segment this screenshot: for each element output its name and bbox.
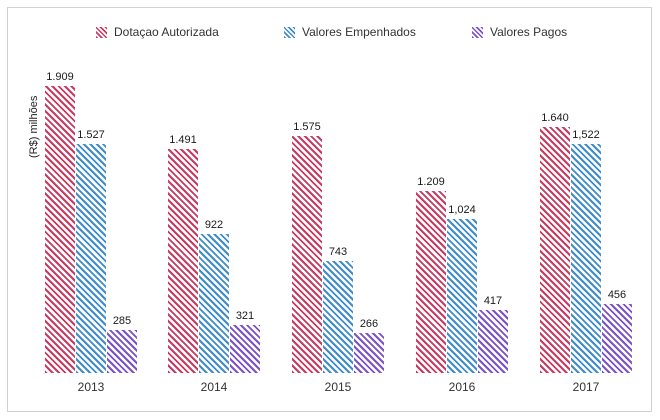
legend-swatch-icon [472, 26, 483, 38]
bar-group-2014: 1.491 922 321 2014 [167, 134, 261, 394]
plot-area: 1.909 1.527 285 2013 1.491 922 321 2014 1.575 743… [8, 8, 651, 411]
legend-item-valores-pagos: Valores Pagos [472, 25, 567, 39]
bar-wrap: 321 [230, 310, 260, 373]
bar-group-2013: 1.909 1.527 285 2013 [44, 71, 138, 394]
bar [602, 304, 632, 373]
legend-label: Valores Pagos [490, 25, 568, 39]
bar-wrap: 743 [323, 246, 353, 373]
legend-label: Valores Empenhados [302, 25, 416, 39]
bar [571, 144, 601, 373]
legend: Dotaçao Autorizada Valores Empenhados Va… [8, 8, 651, 52]
bar-value-label: 285 [112, 315, 132, 327]
bar-wrap: 1.640 [540, 112, 570, 373]
legend-swatch-icon [284, 26, 295, 38]
bar-group-2015: 1.575 743 266 2015 [291, 121, 385, 394]
bar [199, 234, 229, 373]
bar-wrap: 1,024 [447, 204, 477, 373]
bar-wrap: 285 [107, 315, 137, 373]
bar-value-label: 1.491 [169, 134, 197, 146]
bar-value-label: 417 [483, 295, 503, 307]
bar-wrap: 922 [199, 219, 229, 373]
bar-value-label: 266 [359, 318, 379, 330]
bar-wrap: 456 [602, 289, 632, 373]
bar-value-label: 1.527 [77, 129, 105, 141]
bar [45, 86, 75, 373]
bar [447, 219, 477, 373]
bar-wrap: 417 [478, 295, 508, 373]
bar-wrap: 266 [354, 318, 384, 373]
bar-value-label: 1.640 [541, 112, 569, 124]
bar [323, 261, 353, 373]
bar-group-2016: 1.209 1,024 417 2016 [415, 176, 509, 394]
bar-wrap: 1,522 [571, 129, 601, 373]
bar-value-label: 743 [328, 246, 348, 258]
bar-wrap: 1.491 [168, 134, 198, 373]
bar [540, 127, 570, 373]
bar [76, 144, 106, 373]
bar-value-label: 922 [204, 219, 224, 231]
category-label: 2017 [572, 380, 600, 394]
legend-label: Dotaçao Autorizada [114, 25, 219, 39]
bar [354, 333, 384, 373]
bar-wrap: 1.909 [45, 71, 75, 373]
bar-wrap: 1.575 [292, 121, 322, 373]
bar [292, 136, 322, 373]
bar [168, 149, 198, 373]
legend-swatch-icon [96, 26, 107, 38]
bar-value-label: 1,024 [448, 204, 476, 216]
category-label: 2014 [200, 380, 228, 394]
bar-value-label: 1.575 [293, 121, 321, 133]
bar-value-label: 1,522 [572, 129, 600, 141]
bar-value-label: 1.909 [46, 71, 74, 83]
chart-frame: Dotaçao Autorizada Valores Empenhados Va… [7, 7, 652, 412]
category-label: 2015 [324, 380, 352, 394]
bar [107, 330, 137, 373]
bar-wrap: 1.527 [76, 129, 106, 373]
legend-item-valores-empenhados: Valores Empenhados [284, 25, 416, 39]
bar-value-label: 456 [607, 289, 627, 301]
bar [416, 191, 446, 373]
category-label: 2016 [448, 380, 476, 394]
bar [230, 325, 260, 373]
legend-item-dotacao-autorizada: Dotaçao Autorizada [96, 25, 219, 39]
category-label: 2013 [77, 380, 105, 394]
bar-value-label: 321 [235, 310, 255, 322]
bar [478, 310, 508, 373]
bar-group-2017: 1.640 1,522 456 2017 [539, 112, 633, 394]
bar-value-label: 1.209 [417, 176, 445, 188]
bar-wrap: 1.209 [416, 176, 446, 373]
